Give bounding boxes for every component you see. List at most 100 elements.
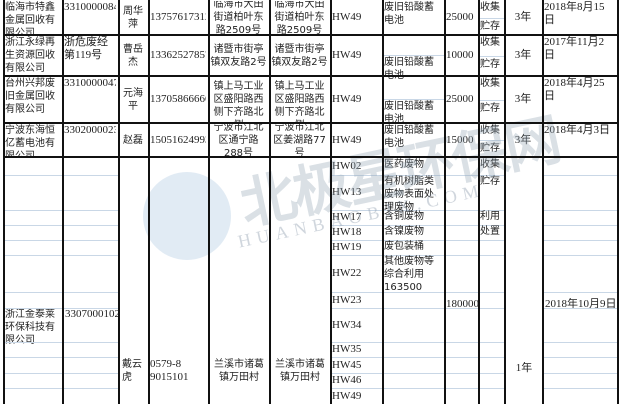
divider [478,18,504,19]
contact-person: 元海平 [123,87,143,112]
mode-collect: 收集 [480,2,500,13]
waste-type: 废旧铅酸蓄电池 [384,57,434,81]
company-name: 临海市特鑫金属回收有限公司 [5,2,55,34]
column-border [330,0,332,404]
divider [542,357,617,358]
capacity: 180000 [446,298,478,310]
divider [382,99,444,100]
divider [330,292,504,293]
hw-code: HW34 [332,318,362,331]
column-border [504,0,506,404]
waste-type: 废旧铅酸蓄电池 [384,101,434,125]
contact-person: 周华萍 [123,5,143,30]
mode-store: 贮存 [480,143,500,154]
permit-code: 3310000084 [64,1,116,13]
hw-code: HW49 [332,93,362,105]
divider [330,240,504,241]
column-border [3,0,5,404]
facility-address: 临海市大田街道柏叶东路2509号 [274,1,325,34]
term: 3年 [514,11,532,23]
row-border [3,122,618,124]
divider [330,225,504,226]
mode-0: 收集 [480,159,500,170]
hw-code: HW46 [332,374,362,386]
divider [3,388,118,389]
waste-type: 废旧铅酸蓄电池 [384,2,434,26]
business-address: 兰溪市诸葛镇万田村 [214,359,264,383]
column-border [542,0,544,404]
contact-person: 戴云虎 [122,359,142,383]
permit-code: 3307000102 [65,308,118,320]
phone-part: 9015101 [150,371,189,383]
divider [330,210,504,211]
column-border [208,0,210,404]
waste-type: 有机树脂类废物表面处理废物 [384,176,434,213]
term: 3年 [514,133,532,146]
column-border [382,0,384,404]
hw-code: HW13 [332,186,362,198]
hw-code: HW49 [332,133,362,146]
waste-type: 其他废物等综合利用163500 [384,256,434,293]
phone: 15051624993 [150,133,206,146]
term: 3年 [514,49,532,61]
divider [3,342,118,343]
divider [3,240,118,241]
watermark-logo-icon [143,172,231,260]
mode-1: 贮存 [480,176,500,187]
capacity: 10000 [446,49,474,61]
term: 1年 [515,362,533,374]
divider [330,342,504,343]
company-name: 浙江金泰莱环保科技有限公司 [5,309,55,346]
column-border [62,0,64,404]
hw-code: HW23 [332,293,362,306]
divider [478,100,504,101]
phone: 13362527857 [150,49,206,61]
divider [3,373,118,374]
divider [3,357,118,358]
column-border [269,0,271,404]
column-border [617,0,619,404]
divider [542,388,617,389]
mode-2: 利用 [480,211,500,222]
waste-type: 废旧铅酸蓄电池 [384,125,434,149]
divider [330,255,504,256]
column-border [478,0,480,404]
column-border [148,0,150,404]
hw-code: HW19 [332,241,362,253]
divider [3,308,118,309]
divider [542,240,617,241]
facility-address: 兰溪市诸葛镇万田村 [275,359,325,383]
divider [330,388,504,389]
divider [330,308,504,309]
hw-code: HW35 [332,343,362,355]
hw-code: HW17 [332,211,362,223]
permit-code: 3302000023 [64,124,116,136]
mode-collect: 收集 [480,37,500,48]
divider [542,373,617,374]
divider [3,225,118,226]
phone: 13757617312 [150,11,206,23]
divider [542,255,617,256]
divider [3,292,118,293]
hw-code: HW18 [332,226,362,238]
waste-type: 含镍废物 [384,226,424,237]
divider [382,55,444,56]
business-address: 临海市大田街道柏叶东路2509号 [213,1,264,34]
business-address: 诸暨市街亭镇双友路2号 [210,43,267,68]
divider [478,140,504,141]
hw-code: HW45 [332,358,362,371]
divider [542,292,617,293]
business-address: 温岭市石塘镇上马工业区盛阳路西侧下齐路北侧 [213,77,264,122]
mode-collect: 收集 [480,78,500,89]
mode-collect: 收集 [480,125,500,136]
divider [542,308,617,309]
contact-person: 曹岳杰 [123,43,143,68]
divider [542,342,617,343]
phone: 13705866666 [150,93,206,105]
facility-address: 诸暨市街亭镇双友路2号 [271,43,328,68]
column-border [444,0,446,404]
hw-code: HW49 [332,49,362,61]
company-name: 浙江永绿再生资源回收有限公司 [5,37,55,74]
capacity: 25000 [446,93,474,105]
